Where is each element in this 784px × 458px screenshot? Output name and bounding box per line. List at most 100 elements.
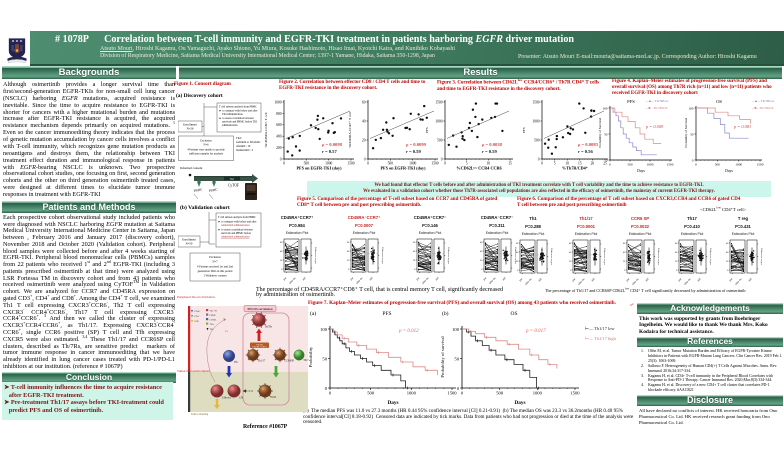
svg-text:1000: 1000 — [274, 100, 281, 104]
svg-text:50: 50 — [322, 357, 327, 362]
svg-text:after 4w: after 4w — [632, 278, 640, 286]
svg-text:60: 60 — [569, 243, 572, 245]
svg-text:500: 500 — [437, 138, 443, 142]
svg-text:N=50: N=50 — [186, 242, 193, 246]
svg-text:800: 800 — [276, 112, 282, 116]
svg-text:Afatinib : 10: Afatinib : 10 — [236, 145, 251, 148]
svg-text:%CD45RA-CCR7⁺ T cell: %CD45RA-CCR7⁺ T cell — [348, 112, 352, 148]
svg-text:40: 40 — [516, 252, 519, 254]
svg-text:1000: 1000 — [735, 163, 742, 167]
svg-text:20: 20 — [280, 260, 283, 262]
svg-text:0: 0 — [325, 386, 328, 391]
svg-text:Difference vs pre: Difference vs pre — [709, 248, 712, 265]
svg-text:100: 100 — [320, 327, 328, 332]
svg-text:40: 40 — [569, 252, 572, 254]
svg-text:5: 5 — [466, 162, 468, 166]
svg-text:Difference vs pre: Difference vs pre — [760, 248, 763, 265]
svg-text:Probability of Survival: Probability of Survival — [684, 118, 688, 147]
svg-text:after 4w: after 4w — [289, 277, 297, 285]
svg-text:Exclusion: Exclusion — [200, 140, 212, 143]
svg-text:0: 0 — [444, 162, 446, 166]
svg-text:Enrollment: Enrollment — [183, 123, 197, 127]
svg-text:60: 60 — [516, 243, 519, 245]
svg-text:PFS/OS correlation: PFS/OS correlation — [247, 307, 272, 311]
svg-text:10: 10 — [565, 162, 569, 166]
svg-text:1 Withdrew consent: 1 Withdrew consent — [203, 274, 226, 278]
svg-text:CyTOF: CyTOF — [228, 184, 239, 188]
svg-text:TKI: TKI — [210, 328, 214, 331]
svg-text:500: 500 — [304, 162, 310, 166]
svg-text:(CXCR3⁺CCR6⁺): (CXCR3⁺CCR6⁺) — [252, 346, 267, 349]
svg-text:T cell subsets analysis from P: T cell subsets analysis from PBMC — [219, 106, 257, 109]
svg-text:0: 0 — [570, 270, 572, 272]
svg-text:Probability of survival: Probability of survival — [440, 336, 445, 378]
svg-text:%Th7R/CD4⁺: %Th7R/CD4⁺ — [562, 166, 588, 171]
svg-text:Difference vs pre: Difference vs pre — [514, 247, 517, 264]
svg-text:0: 0 — [441, 157, 443, 161]
svg-text:TKI administration: TKI administration — [222, 113, 243, 116]
svg-text:20: 20 — [413, 260, 416, 262]
svg-text:r = 0.56: r = 0.56 — [578, 149, 593, 154]
svg-text:Th17: Th17 — [303, 359, 309, 362]
svg-text:1500: 1500 — [435, 100, 442, 104]
svg-text:TKI :: TKI : — [236, 137, 242, 140]
svg-text:pre: pre — [572, 277, 577, 282]
svg-text:Probability: Probability — [308, 346, 313, 367]
svg-text:Difference vs pre: Difference vs pre — [550, 248, 553, 265]
svg-text:400: 400 — [276, 135, 282, 139]
svg-text:0: 0 — [348, 269, 350, 271]
svg-text:T cell subsets analysis from P: T cell subsets analysis from PBMC — [218, 216, 256, 219]
svg-text:PFS: PFS — [522, 127, 526, 133]
svg-text:4 Patients received 1st and 2n: 4 Patients received 1st and 2nd — [197, 265, 233, 269]
svg-text:diff: diff — [538, 277, 543, 282]
svg-text:60: 60 — [280, 242, 283, 244]
svg-text:500: 500 — [627, 163, 632, 167]
svg-text:Probability of Survival: Probability of Survival — [598, 118, 602, 147]
svg-text:osimertinib administration: osimertinib administration — [221, 236, 250, 239]
svg-text:40: 40 — [675, 252, 678, 254]
svg-text:1000: 1000 — [647, 163, 654, 167]
svg-text:PFS on EGFR-TKI (day): PFS on EGFR-TKI (day) — [296, 166, 342, 171]
svg-text:0: 0 — [364, 157, 366, 161]
svg-text:N=7: N=7 — [212, 260, 218, 264]
svg-text:after 4w: after 4w — [578, 278, 586, 286]
svg-text:CD8: CD8 — [194, 320, 199, 323]
svg-text:after 4w: after 4w — [489, 277, 497, 285]
svg-text:CD62L: CD62L — [210, 319, 218, 322]
svg-text:PFS: PFS — [627, 99, 635, 104]
svg-text:r = 0.59: r = 0.59 — [482, 149, 497, 154]
svg-text:40: 40 — [362, 119, 366, 123]
svg-text:survivals and PBMC before TKI: survivals and PBMC before TKI — [222, 121, 257, 124]
svg-text:--▲-- Th/7Rlow: --▲-- Th/7Rlow — [646, 99, 669, 103]
svg-text:PBMC: PBMC — [208, 187, 217, 193]
svg-text:diff: diff — [645, 277, 650, 282]
svg-text:osimertinib administration: osimertinib administration — [221, 224, 250, 227]
svg-text:20: 20 — [569, 261, 572, 263]
svg-text:after 4w: after 4w — [356, 277, 364, 285]
svg-text:0: 0 — [481, 269, 483, 271]
svg-text:Days: Days — [725, 169, 733, 173]
svg-text:20: 20 — [347, 260, 350, 262]
svg-text:5: 5 — [554, 162, 556, 166]
svg-text:diff: diff — [302, 276, 307, 281]
svg-text:500: 500 — [367, 391, 375, 396]
svg-text:1000: 1000 — [533, 391, 543, 396]
svg-text:15: 15 — [508, 162, 512, 166]
svg-text:after 4w: after 4w — [684, 278, 692, 286]
svg-text:diff: diff — [748, 277, 753, 282]
svg-text:OS: OS — [511, 311, 518, 317]
svg-text:50: 50 — [604, 133, 608, 137]
svg-text:Tumor attacking: Tumor attacking — [191, 413, 209, 416]
svg-text:diff: diff — [591, 277, 596, 282]
svg-text:Days: Days — [388, 400, 399, 406]
svg-text:50: 50 — [454, 357, 459, 362]
svg-text:25: 25 — [603, 162, 607, 166]
svg-text:0: 0 — [329, 391, 332, 396]
svg-text:CD45⁺: CD45⁺ — [194, 310, 201, 313]
svg-text:survivals and PBMC before: survivals and PBMC before — [221, 232, 252, 235]
svg-text:0: 0 — [624, 270, 626, 272]
svg-text:600: 600 — [276, 123, 282, 127]
svg-text:administration: administration — [222, 124, 238, 127]
svg-text:ρ = 0.0038: ρ = 0.0038 — [481, 142, 503, 147]
svg-text:Th1/17: Th1/17 — [258, 360, 266, 363]
